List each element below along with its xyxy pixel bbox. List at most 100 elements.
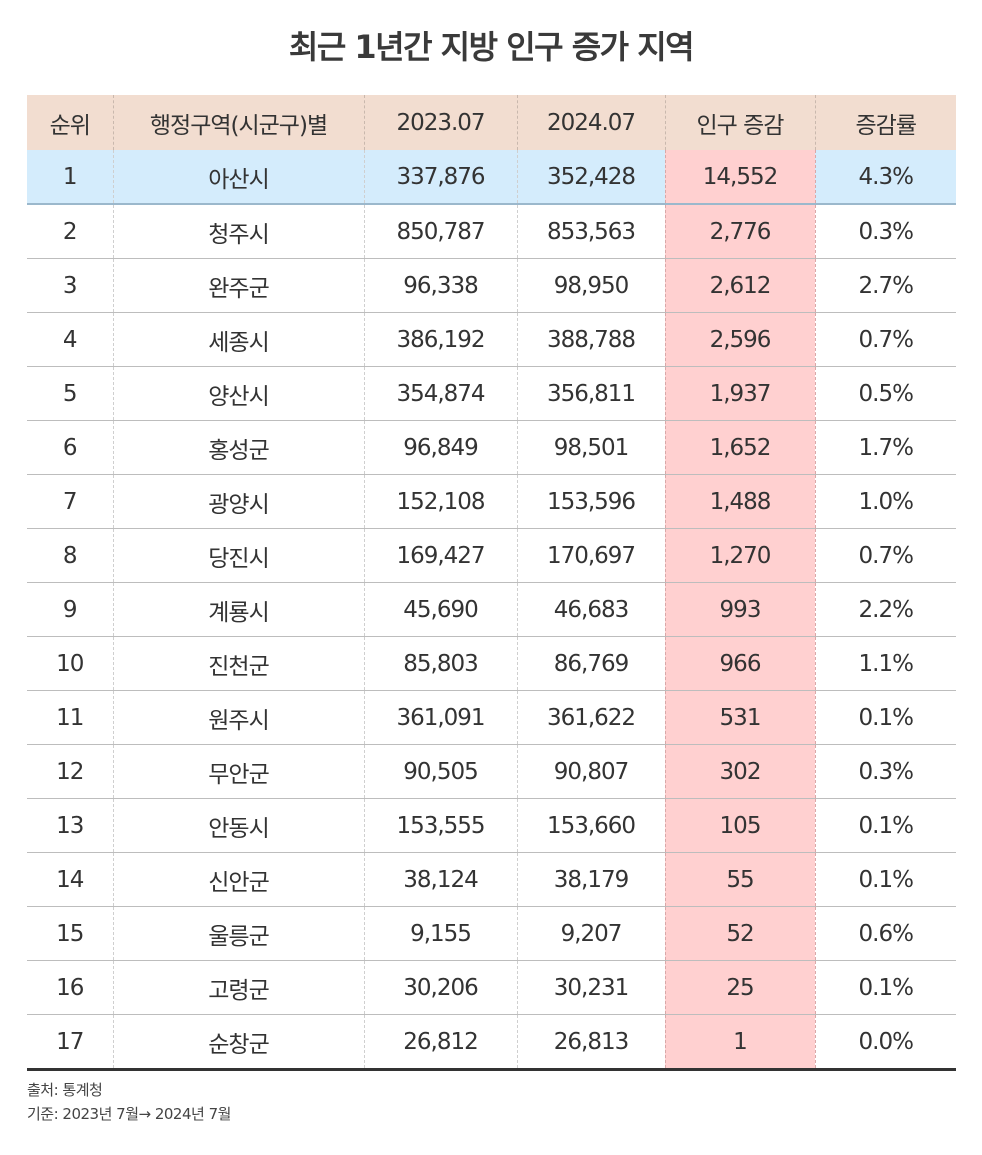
rate-cell: 4.3%: [814, 150, 956, 204]
rate-cell: 0.7%: [814, 528, 956, 583]
value-2023-cell: 45,690: [363, 582, 517, 637]
rate-cell: 1.7%: [814, 420, 956, 475]
value-2024-cell: 356,811: [516, 366, 665, 421]
rank-cell: 17: [27, 1014, 113, 1071]
change-cell: 993: [664, 582, 815, 637]
rate-cell: 1.0%: [814, 474, 956, 529]
region-cell: 순창군: [112, 1014, 364, 1071]
rate-cell: 0.1%: [814, 960, 956, 1015]
table-row: 14 신안군 38,124 38,179 55 0.1%: [27, 852, 956, 907]
value-2024-cell: 86,769: [516, 636, 665, 691]
region-cell: 고령군: [112, 960, 364, 1015]
rate-cell: 0.5%: [814, 366, 956, 421]
table-row: 8 당진시 169,427 170,697 1,270 0.7%: [27, 528, 956, 583]
rate-cell: 0.1%: [814, 798, 956, 853]
value-2024-cell: 388,788: [516, 312, 665, 367]
rate-cell: 0.7%: [814, 312, 956, 367]
value-2023-cell: 38,124: [363, 852, 517, 907]
rank-cell: 12: [27, 744, 113, 799]
value-2024-cell: 361,622: [516, 690, 665, 745]
region-cell: 광양시: [112, 474, 364, 529]
rank-cell: 2: [27, 203, 113, 259]
region-cell: 청주시: [112, 203, 364, 259]
value-2024-cell: 30,231: [516, 960, 665, 1015]
value-2024-cell: 153,596: [516, 474, 665, 529]
change-cell: 25: [664, 960, 815, 1015]
region-cell: 신안군: [112, 852, 364, 907]
rate-cell: 0.3%: [814, 744, 956, 799]
rank-cell: 4: [27, 312, 113, 367]
table-row: 13 안동시 153,555 153,660 105 0.1%: [27, 798, 956, 853]
value-2023-cell: 152,108: [363, 474, 517, 529]
footer-notes: 출처: 통계청 기준: 2023년 7월→ 2024년 7월: [27, 1078, 231, 1126]
value-2023-cell: 96,849: [363, 420, 517, 475]
region-cell: 양산시: [112, 366, 364, 421]
rank-cell: 3: [27, 258, 113, 313]
rank-cell: 7: [27, 474, 113, 529]
rate-cell: 0.1%: [814, 852, 956, 907]
change-cell: 531: [664, 690, 815, 745]
change-cell: 55: [664, 852, 815, 907]
region-cell: 진천군: [112, 636, 364, 691]
value-2024-cell: 26,813: [516, 1014, 665, 1071]
change-cell: 2,596: [664, 312, 815, 367]
rate-cell: 0.0%: [814, 1014, 956, 1071]
region-cell: 안동시: [112, 798, 364, 853]
page-title: 최근 1년간 지방 인구 증가 지역: [288, 28, 695, 66]
rate-cell: 0.1%: [814, 690, 956, 745]
table-row: 1 아산시 337,876 352,428 14,552 4.3%: [27, 150, 956, 204]
value-2023-cell: 850,787: [363, 203, 517, 259]
rate-cell: 2.7%: [814, 258, 956, 313]
region-cell: 홍성군: [112, 420, 364, 475]
value-2023-cell: 30,206: [363, 960, 517, 1015]
rank-cell: 16: [27, 960, 113, 1015]
region-cell: 세종시: [112, 312, 364, 367]
value-2023-cell: 9,155: [363, 906, 517, 961]
change-cell: 1,488: [664, 474, 815, 529]
region-cell: 완주군: [112, 258, 364, 313]
region-cell: 계룡시: [112, 582, 364, 637]
rank-cell: 10: [27, 636, 113, 691]
table-row: 16 고령군 30,206 30,231 25 0.1%: [27, 960, 956, 1015]
value-2024-cell: 153,660: [516, 798, 665, 853]
table-row: 7 광양시 152,108 153,596 1,488 1.0%: [27, 474, 956, 529]
change-cell: 14,552: [664, 150, 815, 204]
value-2024-cell: 853,563: [516, 203, 665, 259]
header-2024: 2024.07: [516, 95, 665, 150]
region-cell: 원주시: [112, 690, 364, 745]
header-change: 인구 증감: [664, 95, 815, 150]
table-row: 11 원주시 361,091 361,622 531 0.1%: [27, 690, 956, 745]
change-cell: 52: [664, 906, 815, 961]
value-2023-cell: 361,091: [363, 690, 517, 745]
rank-cell: 9: [27, 582, 113, 637]
change-cell: 105: [664, 798, 815, 853]
table-row: 5 양산시 354,874 356,811 1,937 0.5%: [27, 366, 956, 421]
value-2023-cell: 169,427: [363, 528, 517, 583]
source-note: 출처: 통계청: [27, 1081, 103, 1099]
change-cell: 302: [664, 744, 815, 799]
table-row: 12 무안군 90,505 90,807 302 0.3%: [27, 744, 956, 799]
value-2024-cell: 38,179: [516, 852, 665, 907]
value-2024-cell: 90,807: [516, 744, 665, 799]
rank-cell: 11: [27, 690, 113, 745]
table-row: 9 계룡시 45,690 46,683 993 2.2%: [27, 582, 956, 637]
header-region: 행정구역(시군구)별: [112, 95, 364, 150]
header-rank: 순위: [27, 95, 113, 150]
value-2024-cell: 98,950: [516, 258, 665, 313]
table-row: 3 완주군 96,338 98,950 2,612 2.7%: [27, 258, 956, 313]
rank-cell: 8: [27, 528, 113, 583]
value-2024-cell: 98,501: [516, 420, 665, 475]
table-row: 6 홍성군 96,849 98,501 1,652 1.7%: [27, 420, 956, 475]
rank-cell: 5: [27, 366, 113, 421]
rank-cell: 15: [27, 906, 113, 961]
region-cell: 울릉군: [112, 906, 364, 961]
value-2023-cell: 337,876: [363, 150, 517, 204]
basis-note: 기준: 2023년 7월→ 2024년 7월: [27, 1105, 231, 1123]
rate-cell: 0.6%: [814, 906, 956, 961]
population-table: 순위 행정구역(시군구)별 2023.07 2024.07 인구 증감 증감률 …: [27, 95, 956, 1071]
change-cell: 1,652: [664, 420, 815, 475]
rank-cell: 13: [27, 798, 113, 853]
table-row: 10 진천군 85,803 86,769 966 1.1%: [27, 636, 956, 691]
value-2024-cell: 352,428: [516, 150, 665, 204]
value-2023-cell: 354,874: [363, 366, 517, 421]
